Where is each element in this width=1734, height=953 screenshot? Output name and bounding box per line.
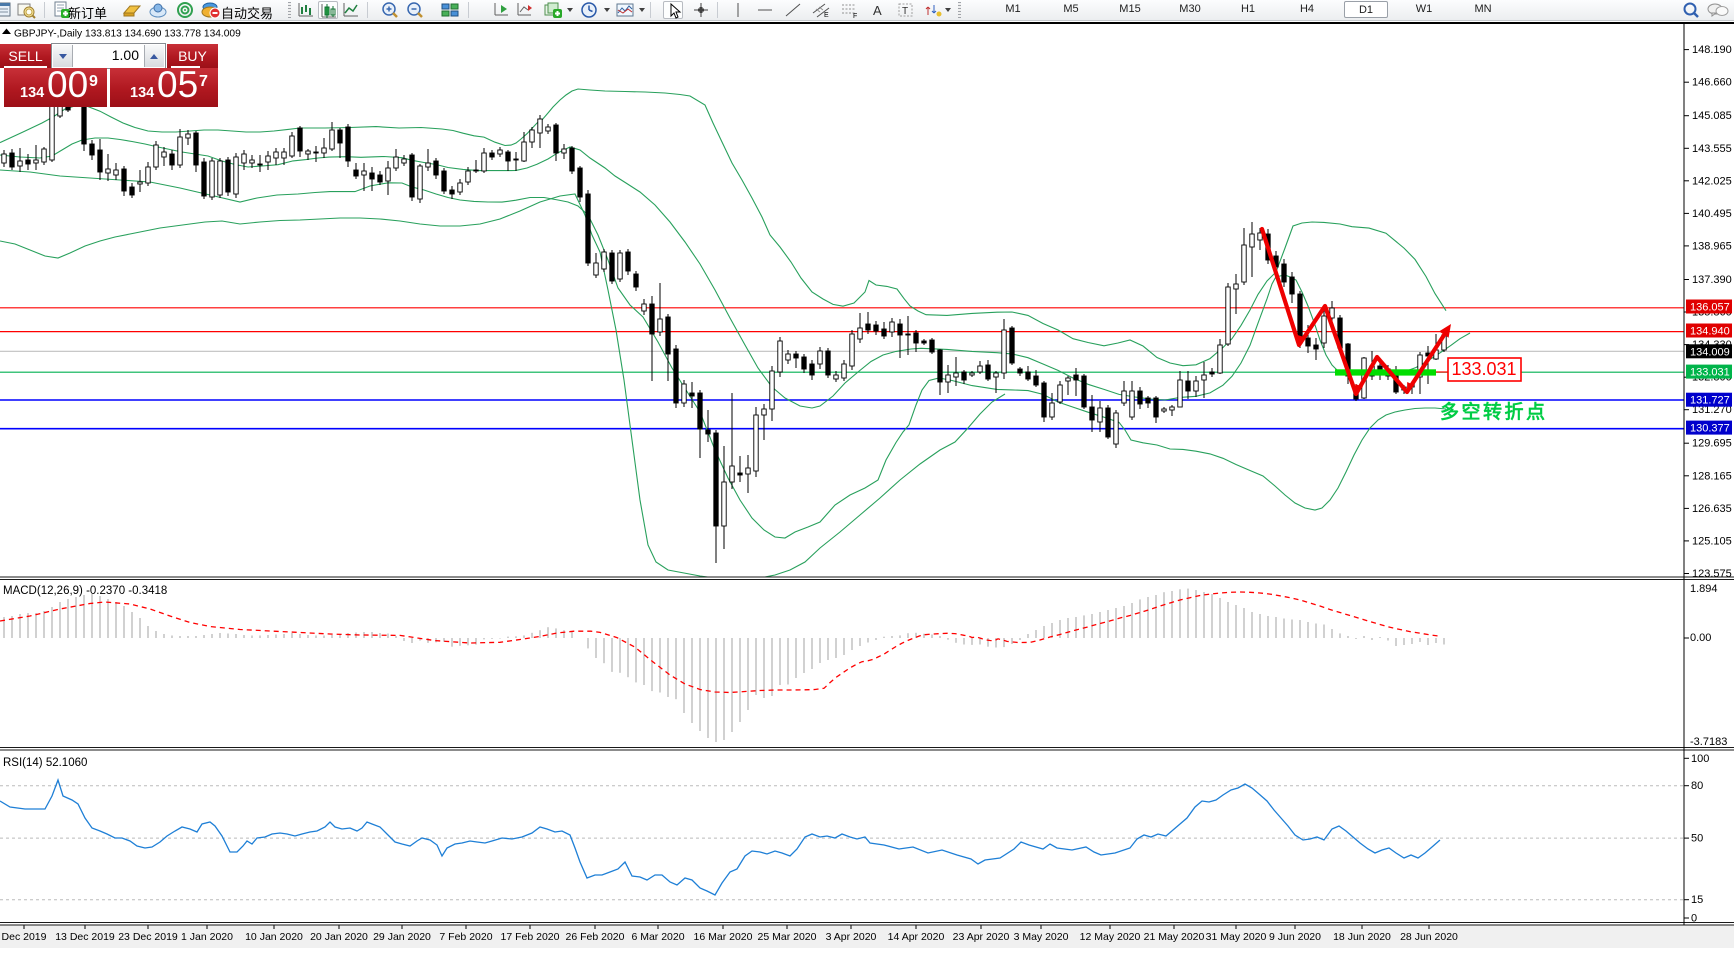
svg-text:142.025: 142.025 [1692, 175, 1732, 187]
svg-text:128.165: 128.165 [1692, 470, 1732, 482]
svg-text:148.190: 148.190 [1692, 44, 1732, 56]
svg-text:6 Mar 2020: 6 Mar 2020 [631, 931, 684, 943]
svg-text:3 May 2020: 3 May 2020 [1014, 931, 1069, 943]
svg-text:133.031: 133.031 [1451, 359, 1516, 379]
svg-text:134.009: 134.009 [1690, 346, 1730, 358]
svg-text:17 Feb 2020: 17 Feb 2020 [501, 931, 560, 943]
svg-text:12 May 2020: 12 May 2020 [1080, 931, 1141, 943]
svg-text:31 May 2020: 31 May 2020 [1206, 931, 1267, 943]
svg-text:23 Apr 2020: 23 Apr 2020 [953, 931, 1010, 943]
svg-text:131.270: 131.270 [1692, 404, 1732, 416]
svg-text:100: 100 [1691, 753, 1709, 765]
svg-text:RSI(14) 52.1060: RSI(14) 52.1060 [3, 757, 87, 769]
svg-text:26 Feb 2020: 26 Feb 2020 [566, 931, 625, 943]
svg-text:0: 0 [1691, 913, 1697, 925]
svg-text:GBPJPY-,Daily 133.813 134.690: GBPJPY-,Daily 133.813 134.690 133.778 13… [14, 29, 241, 40]
svg-text:1 Jan 2020: 1 Jan 2020 [181, 931, 233, 943]
svg-text:14 Apr 2020: 14 Apr 2020 [888, 931, 945, 943]
svg-text:134.940: 134.940 [1690, 326, 1730, 338]
svg-text:129.695: 129.695 [1692, 438, 1732, 450]
svg-text:9 Jun 2020: 9 Jun 2020 [1269, 931, 1321, 943]
svg-text:131.727: 131.727 [1690, 395, 1730, 407]
svg-text:50: 50 [1691, 833, 1703, 845]
svg-text:137.390: 137.390 [1692, 274, 1732, 286]
svg-text:136.057: 136.057 [1690, 302, 1730, 314]
svg-text:146.660: 146.660 [1692, 77, 1732, 89]
svg-text:7 Feb 2020: 7 Feb 2020 [439, 931, 492, 943]
svg-text:140.495: 140.495 [1692, 208, 1732, 220]
svg-text:18 Jun 2020: 18 Jun 2020 [1333, 931, 1391, 943]
svg-text:Dec 2019: Dec 2019 [2, 931, 47, 943]
svg-text:-3.7183: -3.7183 [1690, 736, 1727, 748]
svg-text:0.00: 0.00 [1690, 632, 1711, 644]
svg-text:133.031: 133.031 [1690, 367, 1730, 379]
svg-text:1.894: 1.894 [1690, 583, 1718, 595]
svg-text:145.085: 145.085 [1692, 110, 1732, 122]
svg-text:15: 15 [1691, 894, 1703, 906]
svg-text:126.635: 126.635 [1692, 503, 1732, 515]
svg-text:多空转折点: 多空转折点 [1440, 400, 1548, 423]
svg-text:E: E [824, 12, 829, 19]
svg-text:16 Mar 2020: 16 Mar 2020 [694, 931, 753, 943]
svg-text:F: F [853, 13, 857, 19]
svg-text:80: 80 [1691, 780, 1703, 792]
svg-text:13 Dec 2019: 13 Dec 2019 [55, 931, 115, 943]
svg-text:A: A [873, 3, 882, 18]
svg-text:20 Jan 2020: 20 Jan 2020 [310, 931, 368, 943]
svg-text:138.965: 138.965 [1692, 240, 1732, 252]
svg-text:T: T [902, 6, 908, 17]
svg-text:3 Apr 2020: 3 Apr 2020 [826, 931, 877, 943]
svg-text:23 Dec 2019: 23 Dec 2019 [118, 931, 178, 943]
svg-text:25 Mar 2020: 25 Mar 2020 [758, 931, 817, 943]
svg-text:MACD(12,26,9) -0.2370 -0.3418: MACD(12,26,9) -0.2370 -0.3418 [3, 585, 167, 597]
svg-text:29 Jan 2020: 29 Jan 2020 [373, 931, 431, 943]
svg-text:21 May 2020: 21 May 2020 [1144, 931, 1205, 943]
svg-text:143.555: 143.555 [1692, 143, 1732, 155]
svg-text:125.105: 125.105 [1692, 535, 1732, 547]
svg-text:10 Jan 2020: 10 Jan 2020 [245, 931, 303, 943]
svg-text:123.575: 123.575 [1692, 568, 1732, 580]
svg-text:28 Jun 2020: 28 Jun 2020 [1400, 931, 1458, 943]
svg-text:130.377: 130.377 [1690, 423, 1730, 435]
